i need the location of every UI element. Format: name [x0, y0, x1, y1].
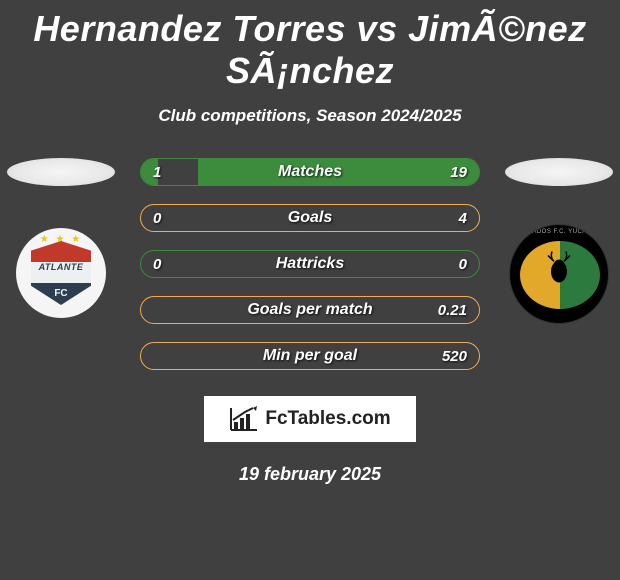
bar-label: Min per goal	[141, 343, 479, 369]
bar-val-right: 0	[459, 251, 467, 277]
bar-label: Goals	[141, 205, 479, 231]
stat-bar: 1Matches19	[140, 158, 480, 186]
date: 19 february 2025	[0, 464, 620, 485]
bar-label: Hattricks	[141, 251, 479, 277]
deer-icon	[542, 250, 576, 295]
right-club-badge: VENADOS F.C. YUCATAN	[509, 224, 609, 324]
stat-bar: Min per goal520	[140, 342, 480, 370]
subtitle: Club competitions, Season 2024/2025	[0, 106, 620, 126]
left-player-col: ★ ★ ★ ATLANTE FC	[6, 158, 116, 318]
bar-val-right: 520	[442, 343, 467, 369]
left-player-photo	[7, 158, 115, 186]
right-player-col: VENADOS F.C. YUCATAN	[504, 158, 614, 324]
bar-val-right: 19	[450, 159, 467, 185]
stat-bar: 0Goals4	[140, 204, 480, 232]
logo-text: FcTables.com	[265, 408, 390, 430]
bar-label: Goals per match	[141, 297, 479, 323]
badge-sub: FC	[16, 288, 106, 299]
left-club-badge: ★ ★ ★ ATLANTE FC	[16, 228, 106, 318]
bar-label: Matches	[141, 159, 479, 185]
stat-bar: 0Hattricks0	[140, 250, 480, 278]
stat-bar: Goals per match0.21	[140, 296, 480, 324]
badge-top-text: VENADOS F.C. YUCATAN	[510, 229, 608, 235]
badge-name: ATLANTE	[16, 262, 106, 272]
page-title: Hernandez Torres vs JimÃ©nez SÃ¡nchez	[0, 0, 620, 92]
bar-val-right: 4	[459, 205, 467, 231]
fctables-logo: FcTables.com	[204, 396, 416, 442]
bar-val-right: 0.21	[438, 297, 467, 323]
chart-icon	[229, 406, 259, 432]
comparison-row: ★ ★ ★ ATLANTE FC 1Matches190Goals40Hattr…	[0, 158, 620, 388]
right-player-photo	[505, 158, 613, 186]
stat-bars: 1Matches190Goals40Hattricks0Goals per ma…	[130, 158, 490, 388]
